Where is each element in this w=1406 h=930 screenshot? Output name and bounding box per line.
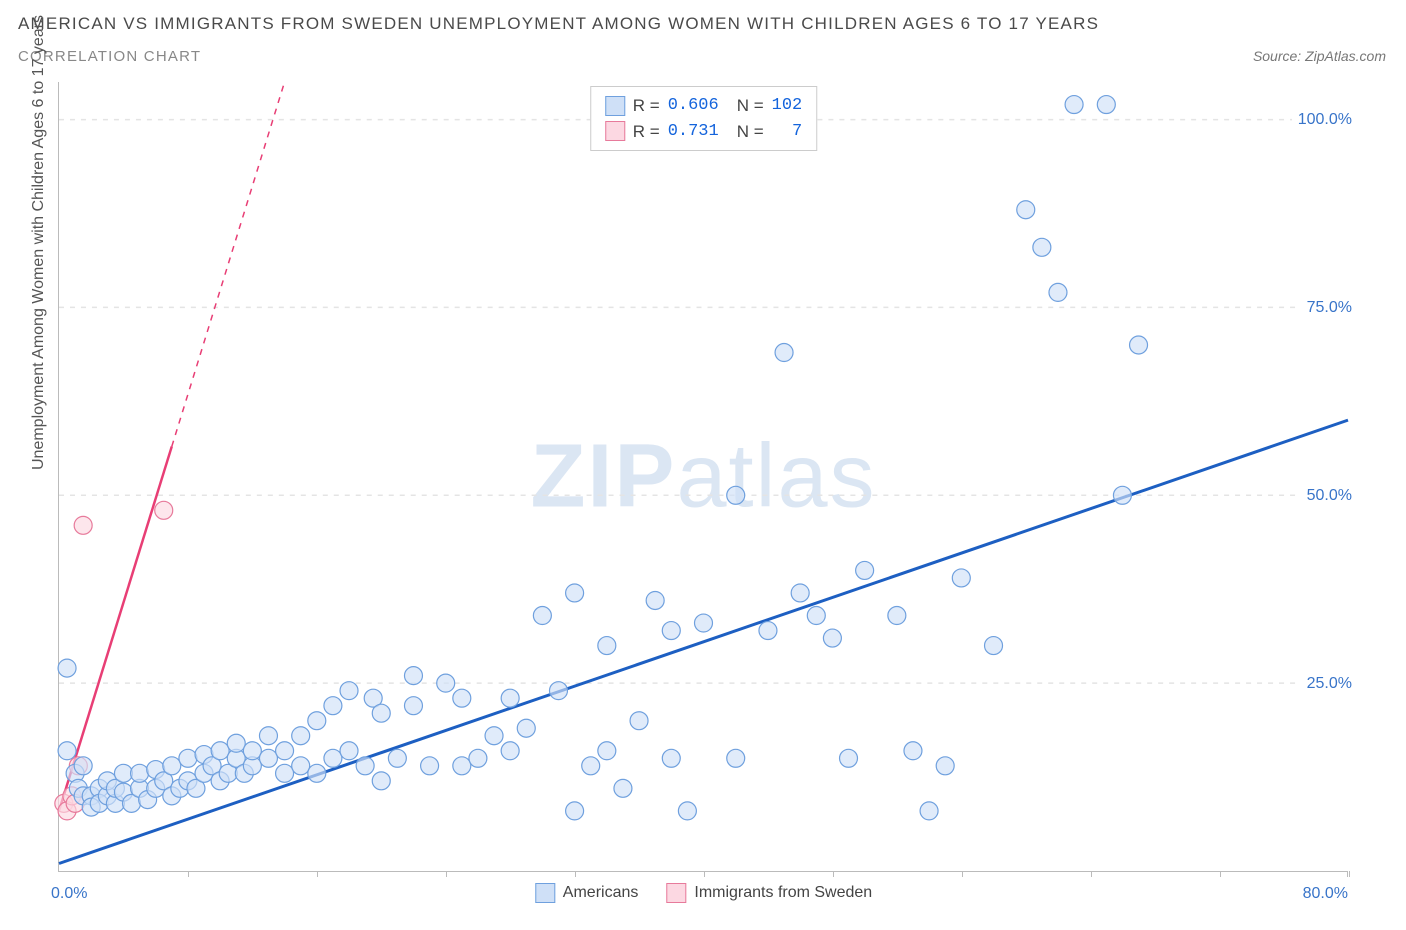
x-tick <box>1091 871 1092 877</box>
stats-swatch <box>605 121 625 141</box>
legend-swatch-b <box>666 883 686 903</box>
stats-n-label: N = <box>737 93 764 119</box>
x-tick <box>962 871 963 877</box>
x-tick <box>188 871 189 877</box>
plot-area: ZIPatlas 25.0%50.0%75.0%100.0% 0.0% 80.0… <box>58 82 1348 872</box>
legend: Americans Immigrants from Sweden <box>535 883 872 903</box>
x-axis-max-label: 80.0% <box>1303 885 1348 903</box>
stats-n-value: 7 <box>772 119 803 145</box>
x-tick <box>704 871 705 877</box>
stats-row: R = 0.606 N = 102 <box>605 93 803 119</box>
y-tick-label: 25.0% <box>1301 675 1352 693</box>
chart-svg <box>59 82 1348 871</box>
stats-box: R = 0.606 N = 102 R = 0.731 N = 7 <box>590 86 818 151</box>
x-tick <box>575 871 576 877</box>
stats-n-label: N = <box>737 119 764 145</box>
x-tick <box>1220 871 1221 877</box>
stats-row: R = 0.731 N = 7 <box>605 119 803 145</box>
x-axis-min-label: 0.0% <box>51 885 87 903</box>
legend-item-immigrants: Immigrants from Sweden <box>666 883 872 903</box>
legend-swatch-a <box>535 883 555 903</box>
y-tick-label: 75.0% <box>1301 299 1352 317</box>
x-tick <box>833 871 834 877</box>
x-tick <box>1349 871 1350 877</box>
stats-swatch <box>605 96 625 116</box>
stats-r-label: R = <box>633 119 660 145</box>
source-label: Source: ZipAtlas.com <box>1253 48 1386 64</box>
y-axis-title: Unemployment Among Women with Children A… <box>30 15 48 470</box>
stats-r-value: 0.731 <box>668 119 719 145</box>
legend-label-a: Americans <box>563 884 639 902</box>
stats-r-value: 0.606 <box>668 93 719 119</box>
stats-r-label: R = <box>633 93 660 119</box>
x-tick <box>317 871 318 877</box>
legend-label-b: Immigrants from Sweden <box>694 884 872 902</box>
y-tick-label: 100.0% <box>1292 111 1352 129</box>
stats-n-value: 102 <box>772 93 803 119</box>
x-tick <box>446 871 447 877</box>
chart-title: AMERICAN VS IMMIGRANTS FROM SWEDEN UNEMP… <box>18 14 1099 34</box>
legend-item-americans: Americans <box>535 883 639 903</box>
y-tick-label: 50.0% <box>1301 487 1352 505</box>
